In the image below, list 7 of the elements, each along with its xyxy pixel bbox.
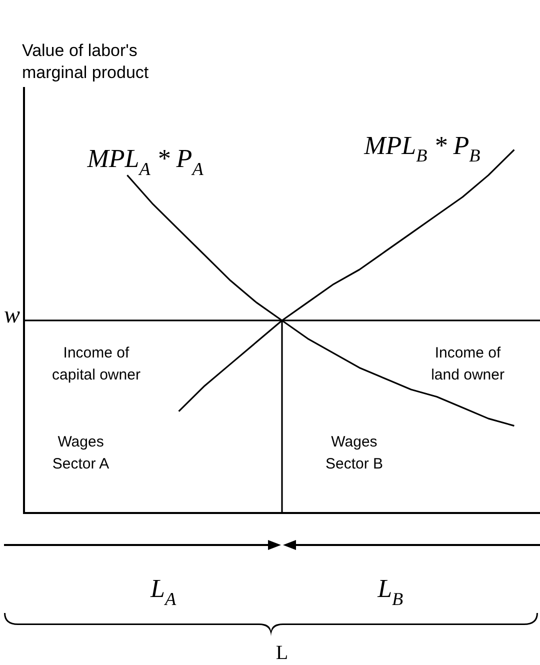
annotation: Wages Sector B bbox=[325, 434, 384, 473]
annotation: Wages Sector A bbox=[52, 434, 110, 473]
annotation: Income of land owner bbox=[431, 344, 504, 384]
annotation: Income of capital owner bbox=[52, 344, 140, 384]
text: L bbox=[276, 642, 288, 664]
y-axis-title: Value of labor's marginal product bbox=[22, 41, 149, 82]
ref-line-label: w bbox=[4, 302, 20, 328]
